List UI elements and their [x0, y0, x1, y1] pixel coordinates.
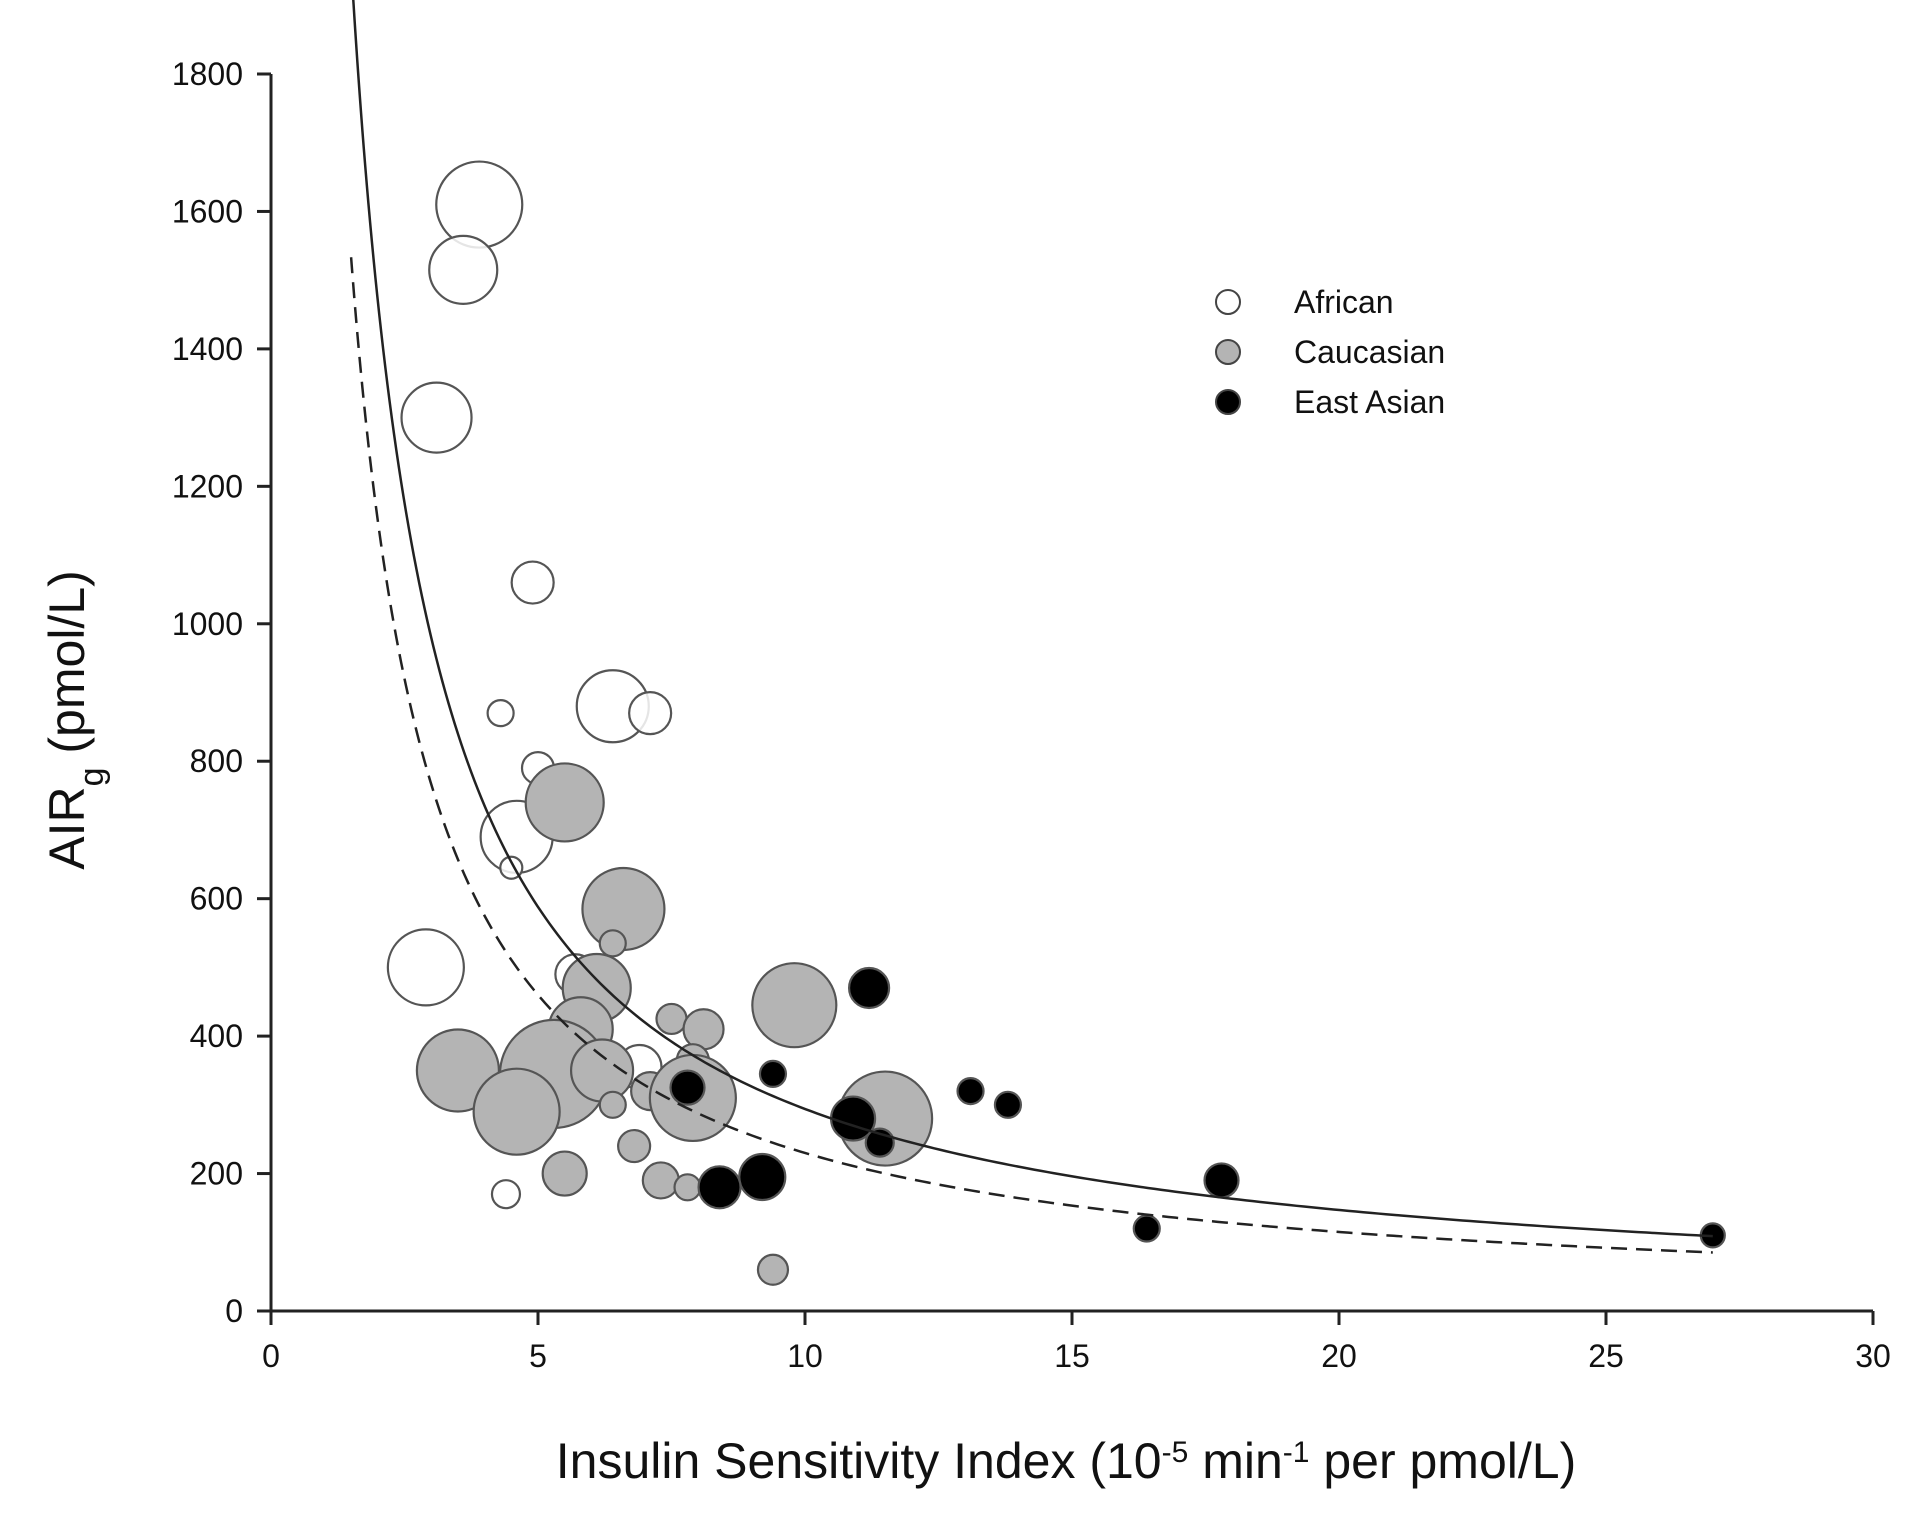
bubble-african-10 — [386, 928, 465, 1007]
bubble-east-asian-9 — [1203, 1162, 1240, 1199]
y-tick-label-1200: 1200 — [172, 468, 243, 504]
bubble-caucasian-19 — [641, 1161, 680, 1200]
bubbles-layer — [386, 160, 1726, 1286]
bubble-african-12 — [490, 1179, 522, 1210]
x-tick-label-0: 0 — [262, 1338, 280, 1374]
bubble-east-asian-4 — [993, 1090, 1023, 1119]
y-tick-label-600: 600 — [190, 881, 243, 917]
x-tick-label-10: 10 — [787, 1338, 823, 1374]
x-tick-label-30: 30 — [1855, 1338, 1891, 1374]
bubble-east-asian-0 — [847, 966, 891, 1010]
x-axis-title: Insulin Sensitivity Index (10-5 min-1 pe… — [556, 1433, 1576, 1489]
fit-curve-dashed — [349, 257, 1713, 1254]
bubble-african-3 — [510, 560, 555, 605]
bubble-caucasian-5 — [751, 962, 838, 1049]
bubble-caucasian-2 — [598, 929, 627, 958]
bubble-caucasian-0 — [524, 762, 605, 843]
bubble-african-2 — [400, 381, 473, 454]
x-tick-label-15: 15 — [1054, 1338, 1090, 1374]
y-tick-label-1400: 1400 — [172, 331, 243, 367]
bubble-caucasian-6 — [655, 1002, 688, 1036]
bubble-east-asian-3 — [956, 1076, 985, 1106]
bubble-caucasian-20 — [673, 1173, 702, 1202]
bubble-caucasian-7 — [682, 1008, 725, 1051]
bubble-caucasian-18 — [541, 1150, 588, 1197]
legend: African Caucasian East Asian — [1215, 284, 1445, 420]
legend-label-east-asian: East Asian — [1294, 384, 1445, 420]
axes-layer: 0 5 10 15 20 25 30 0 200 400 600 800 1000 1200 1400 160… — [172, 56, 1891, 1374]
bubble-caucasian-21 — [756, 1253, 790, 1286]
y-tick-label-1800: 1800 — [172, 56, 243, 92]
bubble-east-asian-2 — [669, 1069, 706, 1106]
x-tick-label-5: 5 — [529, 1338, 547, 1374]
fit-curve-solid — [352, 0, 1713, 1238]
y-tick-label-400: 400 — [190, 1018, 243, 1054]
legend-label-caucasian: Caucasian — [1294, 334, 1445, 370]
bubble-african-4 — [486, 699, 515, 728]
legend-marker-east-asian — [1215, 389, 1241, 415]
x-tick-label-20: 20 — [1321, 1338, 1357, 1374]
legend-marker-african — [1215, 289, 1241, 315]
bubble-caucasian-15 — [598, 1090, 627, 1119]
legend-marker-caucasian — [1215, 339, 1241, 365]
bubble-african-0 — [435, 160, 524, 249]
bubble-caucasian-12 — [472, 1067, 561, 1156]
bubble-african-6 — [628, 691, 673, 736]
bubble-african-1 — [428, 234, 499, 305]
legend-label-african: African — [1294, 284, 1394, 320]
y-axis-title: AIRg (pmol/L) — [39, 570, 111, 870]
bubble-east-asian-8 — [697, 1165, 742, 1210]
bubble-east-asian-10 — [1132, 1214, 1161, 1243]
y-tick-label-200: 200 — [190, 1156, 243, 1192]
x-tick-label-25: 25 — [1588, 1338, 1624, 1374]
y-tick-label-800: 800 — [190, 743, 243, 779]
fit-curves-layer — [349, 0, 1713, 1254]
y-tick-label-1000: 1000 — [172, 606, 243, 642]
bubble-east-asian-7 — [738, 1152, 787, 1202]
bubble-east-asian-1 — [758, 1059, 788, 1089]
bubble-caucasian-17 — [617, 1128, 652, 1164]
y-tick-label-0: 0 — [225, 1293, 243, 1329]
y-tick-label-1600: 1600 — [172, 193, 243, 229]
